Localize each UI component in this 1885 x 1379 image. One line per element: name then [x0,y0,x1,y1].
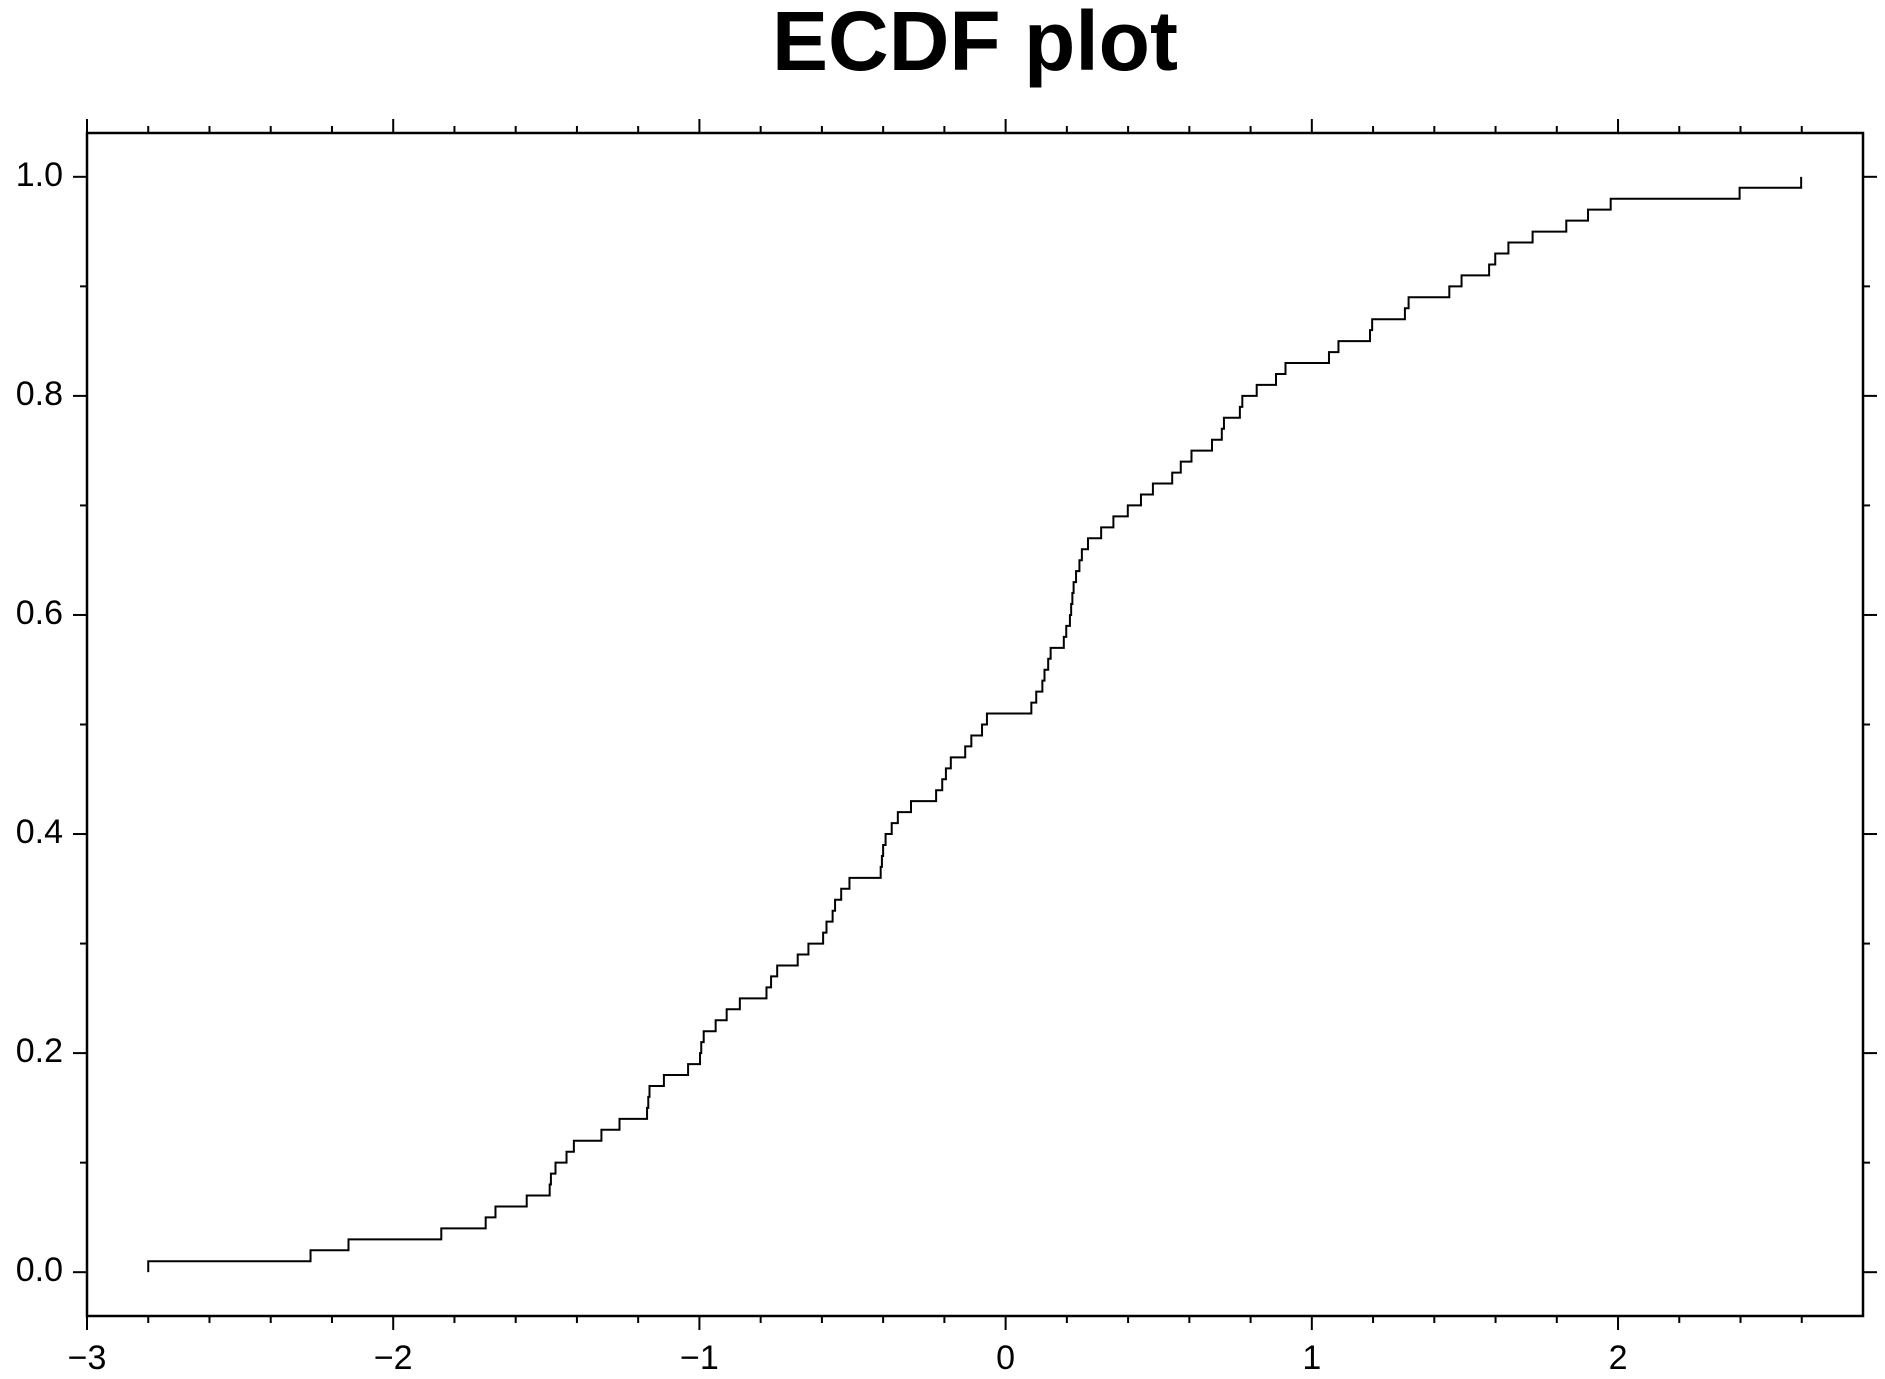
x-tick-label: −3 [68,1339,107,1377]
x-tick-label: −1 [680,1339,719,1377]
y-tick-label: 1.0 [16,156,63,194]
plot-frame [85,131,1865,1318]
y-tick-label: 0.6 [16,594,63,632]
y-tick-label: 0.0 [16,1251,63,1289]
y-tick-label: 0.4 [16,813,63,851]
y-tick-label: 0.8 [16,375,63,413]
y-tick-label: 0.2 [16,1032,63,1070]
x-tick-label: 2 [1609,1339,1628,1377]
ecdf-line [147,176,1803,1273]
chart-title: ECDF plot [772,0,1178,88]
x-tick-label: 0 [996,1339,1015,1377]
x-tick-label: −2 [374,1339,413,1377]
x-tick-label: 1 [1302,1339,1321,1377]
